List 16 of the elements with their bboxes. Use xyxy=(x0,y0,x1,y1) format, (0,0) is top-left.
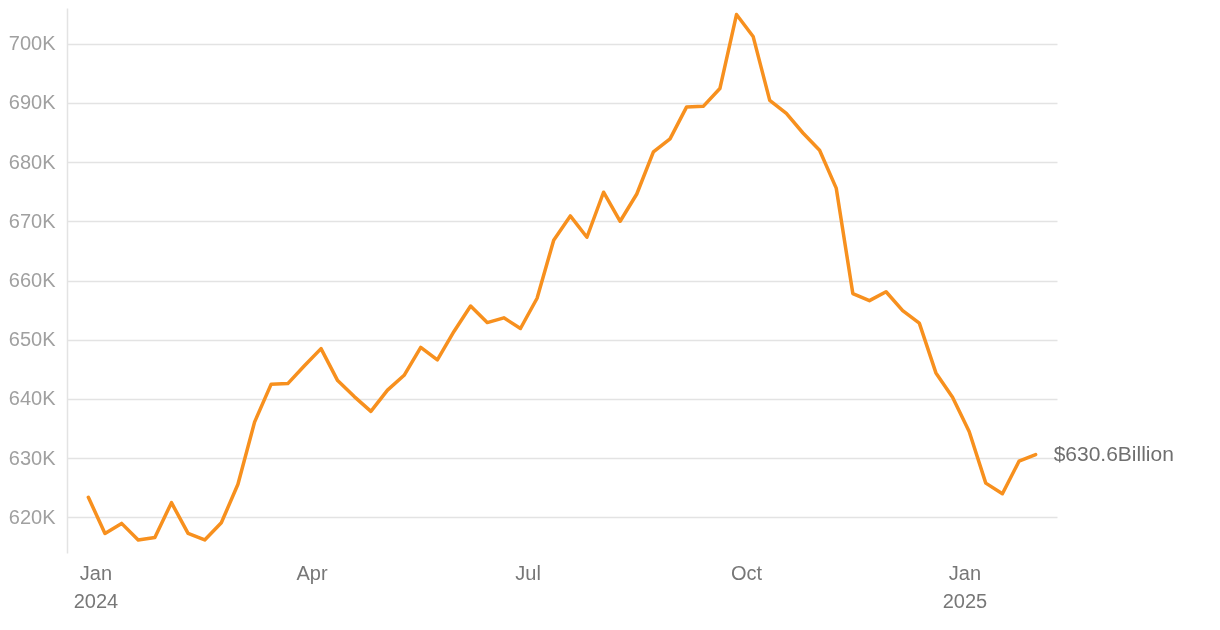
y-tick-label: 620K xyxy=(8,505,57,528)
x-tick-label: Jan 2024 xyxy=(73,561,119,612)
y-tick-label: 690K xyxy=(8,91,57,114)
y-tick-label: 630K xyxy=(8,446,57,469)
x-tick-label: Apr xyxy=(296,561,328,584)
x-tick-label: Oct xyxy=(730,561,763,584)
y-tick-label: 670K xyxy=(8,209,57,232)
y-tick-label: 640K xyxy=(8,387,57,410)
x-tick-label: Jul xyxy=(515,561,541,584)
x-tick-label: Jan 2025 xyxy=(942,561,988,612)
annotation: $630.6Billion xyxy=(1053,441,1174,465)
y-tick-label: 650K xyxy=(8,328,57,351)
line-series xyxy=(86,12,1038,542)
y-tick-label: 660K xyxy=(8,269,57,291)
y-tick-label: 700K xyxy=(8,32,57,55)
y-tick-label: 680K xyxy=(8,150,57,173)
